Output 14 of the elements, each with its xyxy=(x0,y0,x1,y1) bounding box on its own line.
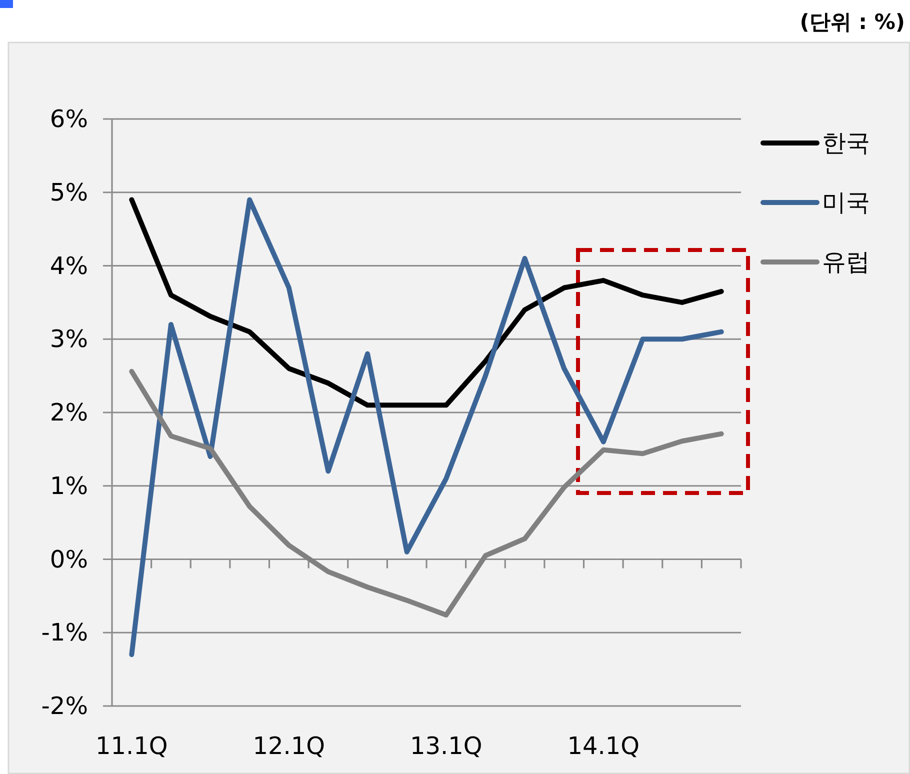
x-tick-label: 11.1Q xyxy=(96,732,168,760)
y-tick-label: 3% xyxy=(50,325,88,354)
y-tick-label: 6% xyxy=(50,105,88,133)
x-tick-label: 13.1Q xyxy=(410,732,482,760)
y-tick-label: -2% xyxy=(41,692,88,720)
y-tick-label: -1% xyxy=(41,618,88,647)
y-tick-label: 2% xyxy=(50,398,88,426)
y-tick-label: 5% xyxy=(50,178,88,206)
x-tick-label: 12.1Q xyxy=(252,732,326,760)
y-tick-label: 4% xyxy=(50,252,88,280)
annotation: (단위 : %) xyxy=(800,10,905,34)
y-tick-label: 1% xyxy=(50,472,88,500)
x-tick-label: 14.1Q xyxy=(567,732,640,760)
y-tick-label: 0% xyxy=(50,545,88,574)
